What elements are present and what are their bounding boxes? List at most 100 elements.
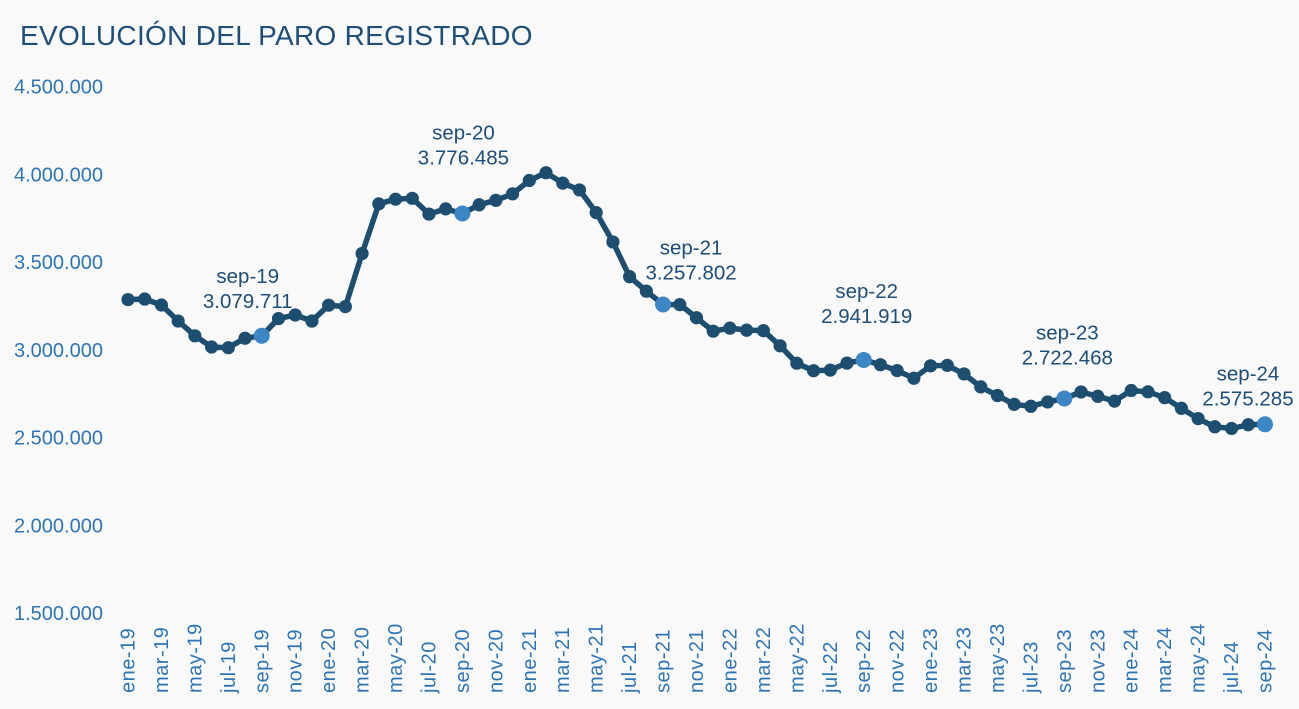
- data-point: [422, 207, 436, 221]
- y-axis-tick-label: 4.000.000: [14, 164, 103, 186]
- x-axis-tick-label: ene-21: [519, 628, 541, 693]
- data-point: [740, 323, 754, 337]
- data-point: [873, 358, 888, 372]
- data-point: [1241, 418, 1255, 432]
- x-axis-tick-label: jul-23: [1020, 641, 1042, 694]
- data-point: [773, 339, 787, 353]
- y-axis-tick-label: 2.000.000: [14, 515, 103, 537]
- data-point: [1191, 411, 1205, 426]
- data-point: [1107, 394, 1122, 408]
- data-point: [1158, 391, 1172, 405]
- data-point: [305, 314, 319, 328]
- data-point: [489, 193, 503, 207]
- data-point: [723, 321, 737, 335]
- data-point: [322, 298, 336, 312]
- x-axis-tick-label: sep-23: [1054, 629, 1076, 693]
- highlighted-data-point-sep-22: [855, 351, 872, 368]
- data-point: [572, 183, 587, 197]
- x-axis-tick-label: ene-24: [1121, 628, 1143, 693]
- data-point: [505, 187, 520, 201]
- x-axis-tick-label: sep-19: [251, 629, 273, 693]
- data-point: [121, 292, 135, 307]
- data-point: [188, 329, 202, 343]
- data-point: [639, 284, 653, 298]
- data-point: [388, 192, 403, 206]
- data-point: [1024, 399, 1038, 413]
- y-axis-tick-label: 2.500.000: [14, 428, 103, 450]
- data-point: [790, 356, 804, 370]
- annotation-label-sep-21: sep-21: [660, 237, 723, 260]
- y-axis-tick-label: 3.000.000: [14, 340, 103, 362]
- x-axis-tick-label: mar-24: [1154, 627, 1176, 693]
- x-axis-tick-label: sep-22: [853, 629, 875, 693]
- data-point: [1074, 385, 1088, 399]
- x-axis-tick-label: nov-22: [887, 629, 909, 693]
- data-point: [338, 299, 352, 314]
- data-point: [974, 380, 988, 394]
- data-point: [890, 363, 904, 378]
- annotation-value-sep-19: 3.079.711: [203, 290, 293, 313]
- data-point: [1208, 420, 1222, 434]
- x-axis-tick-label: may-23: [987, 623, 1009, 693]
- data-point: [405, 191, 419, 205]
- data-point: [706, 324, 720, 338]
- data-point: [271, 311, 286, 326]
- x-axis-tick-label: may-24: [1188, 623, 1210, 693]
- data-point: [472, 198, 486, 212]
- data-point: [623, 270, 637, 284]
- x-axis-tick-label: sep-24: [1255, 629, 1277, 693]
- x-axis-tick-label: ene-20: [318, 628, 340, 693]
- data-point: [238, 331, 252, 345]
- x-axis-tick-label: mar-20: [352, 627, 374, 693]
- data-point: [1124, 383, 1138, 398]
- x-axis-tick-label: sep-20: [452, 629, 474, 693]
- data-point: [171, 314, 185, 328]
- annotation-label-sep-23: sep-23: [1036, 322, 1099, 345]
- annotation-value-sep-20: 3.776.485: [418, 147, 509, 170]
- highlighted-data-point-sep-20: [454, 205, 471, 222]
- data-point: [1141, 385, 1155, 399]
- data-point: [355, 246, 369, 261]
- x-axis-tick-label: jul-19: [218, 641, 240, 694]
- annotation-label-sep-24: sep-24: [1217, 362, 1280, 385]
- data-point: [138, 292, 152, 306]
- highlighted-data-point-sep-24: [1257, 416, 1273, 433]
- data-point: [756, 324, 770, 338]
- x-axis-tick-label: ene-22: [719, 628, 741, 693]
- x-axis-tick-label: ene-19: [118, 628, 140, 693]
- x-axis-tick-label: may-19: [184, 623, 206, 693]
- x-axis-tick-label: jul-20: [418, 641, 440, 694]
- x-axis-tick-label: nov-20: [485, 629, 507, 693]
- x-axis-tick-label: mar-22: [753, 627, 775, 693]
- data-point: [1007, 397, 1021, 411]
- x-axis-tick-label: nov-21: [686, 629, 708, 693]
- data-point: [205, 340, 219, 354]
- data-point: [1091, 389, 1105, 403]
- data-point: [840, 356, 854, 370]
- annotation-label-sep-22: sep-22: [835, 280, 898, 303]
- x-axis-tick-label: jul-21: [619, 641, 641, 694]
- data-point: [923, 359, 938, 373]
- annotation-label-sep-19: sep-19: [216, 265, 279, 288]
- data-point: [372, 197, 386, 211]
- annotation-value-sep-22: 2.941.919: [821, 305, 912, 328]
- annotation-label-sep-20: sep-20: [432, 122, 495, 145]
- x-axis-tick-label: nov-19: [285, 629, 307, 693]
- x-axis-tick-label: ene-23: [920, 628, 942, 693]
- series-line: [125, 169, 1268, 432]
- data-point: [940, 358, 954, 372]
- highlighted-data-point-sep-19: [253, 327, 270, 344]
- data-point: [522, 173, 536, 188]
- data-point: [689, 311, 704, 325]
- x-axis-tick-label: jul-22: [820, 641, 842, 694]
- data-point: [288, 308, 302, 322]
- data-point: [1224, 421, 1239, 436]
- x-axis-tick-label: mar-19: [151, 627, 173, 693]
- data-point: [589, 206, 603, 220]
- data-point: [957, 367, 971, 381]
- data-point: [907, 371, 921, 385]
- y-axis-tick-label: 4.500.000: [14, 77, 103, 99]
- data-point: [673, 298, 687, 312]
